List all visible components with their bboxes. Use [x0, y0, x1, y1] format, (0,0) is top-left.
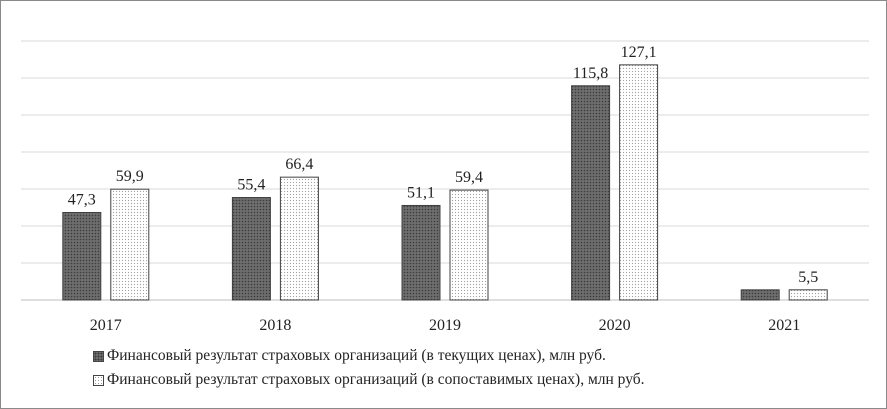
bar-current-prices-2017 — [62, 211, 102, 301]
x-tick-label-2021: 2021 — [768, 317, 800, 334]
value-label-comparable-prices-2019: 59,4 — [455, 169, 483, 186]
grid-lines — [21, 40, 869, 301]
value-label-current-prices-2018: 55,4 — [237, 177, 265, 194]
value-label-current-prices-2017: 47,3 — [68, 191, 96, 208]
x-tick-label-2019: 2019 — [429, 317, 461, 334]
legend-label-current-prices: Финансовый результат страховых организац… — [107, 347, 606, 364]
legend-item-current-prices: Финансовый результат страховых организац… — [93, 344, 645, 368]
value-label-comparable-prices-2021: 5,5 — [798, 269, 818, 286]
value-labels: 47,3 59,9 55,4 66,4 51,1 59,4 115,8 127,1 5,5 — [68, 44, 818, 286]
legend: Финансовый результат страховых организац… — [93, 344, 645, 392]
legend-item-comparable-prices: Финансовый результат страховых организац… — [93, 368, 645, 392]
bar-comparable-prices-2020 — [619, 64, 659, 301]
legend-swatch-comparable-prices — [93, 374, 104, 386]
legend-swatch-current-prices — [93, 350, 104, 362]
bar-current-prices-2020 — [571, 85, 611, 301]
bar-comparable-prices-2017 — [110, 188, 150, 301]
bar-current-prices-2019 — [401, 204, 441, 301]
x-tick-label-2017: 2017 — [90, 317, 122, 334]
bars — [62, 64, 828, 301]
bar-chart: 47,3 59,9 55,4 66,4 51,1 59,4 115,8 127,1 5,5 20… — [21, 40, 869, 334]
bar-current-prices-2018 — [231, 197, 271, 301]
value-label-comparable-prices-2020: 127,1 — [621, 44, 657, 61]
value-label-current-prices-2020: 115,8 — [573, 65, 608, 82]
x-tick-label-2020: 2020 — [599, 317, 631, 334]
bar-current-prices-2021 — [740, 289, 780, 301]
legend-label-comparable-prices: Финансовый результат страховых организац… — [107, 371, 645, 388]
value-label-current-prices-2019: 51,1 — [407, 184, 435, 201]
bar-comparable-prices-2018 — [279, 176, 319, 301]
value-label-comparable-prices-2017: 59,9 — [116, 168, 144, 185]
bar-comparable-prices-2021 — [788, 289, 828, 301]
x-tick-labels: 2017 2018 2019 2020 2021 — [90, 317, 800, 334]
x-tick-label-2018: 2018 — [259, 317, 291, 334]
bar-comparable-prices-2019 — [449, 189, 489, 301]
value-label-comparable-prices-2018: 66,4 — [285, 156, 313, 173]
